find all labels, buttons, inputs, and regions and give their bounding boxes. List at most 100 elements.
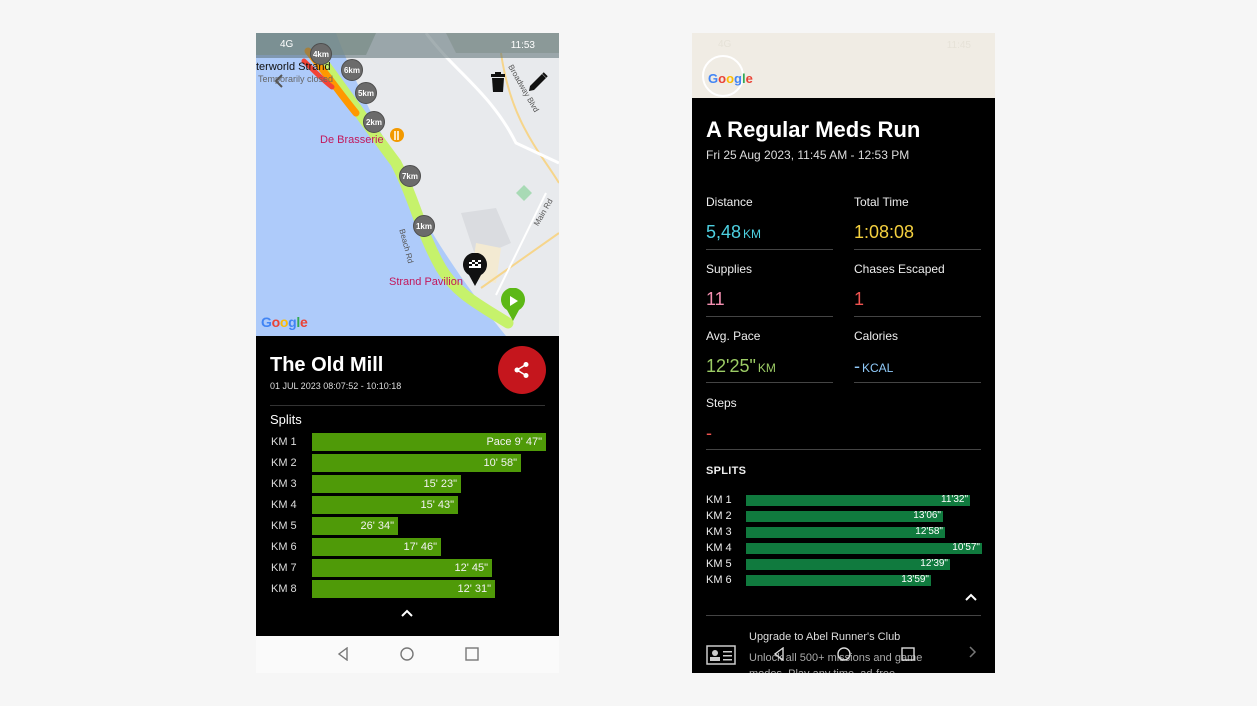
split-value: 10'57" xyxy=(952,542,980,553)
split-bar: 10' 58" xyxy=(312,454,521,472)
split-value: 10' 58" xyxy=(483,457,517,469)
stat-calories: Calories - KCAL xyxy=(854,329,981,383)
split-row: KM 5 12'39" xyxy=(706,558,982,571)
google-logo: Google xyxy=(261,314,308,330)
split-row: KM 4 10'57" xyxy=(706,542,982,555)
status-time: 11:53 xyxy=(510,40,535,51)
nav-home-icon[interactable] xyxy=(837,647,851,661)
collapse-chevron-icon[interactable] xyxy=(965,593,977,601)
km-marker[interactable]: 2km xyxy=(363,111,385,133)
split-value: 12' 31" xyxy=(457,583,491,595)
membership-card-icon xyxy=(706,645,736,665)
place-temp-closed: Temporarily closed xyxy=(258,74,334,84)
split-row: KM 2 10' 58" xyxy=(270,454,546,472)
run-date: Fri 25 Aug 2023, 11:45 AM - 12:53 PM xyxy=(706,148,910,162)
status-bar: 4G 11:45 xyxy=(692,33,995,58)
split-row: KM 4 15' 43" xyxy=(270,496,546,514)
route-map[interactable]: 4G 11:53 terworld Strand Temporarily clo… xyxy=(256,33,559,336)
split-value: 12'58" xyxy=(915,526,943,537)
place-pavilion: Strand Pavilion xyxy=(389,276,463,288)
split-label: KM 6 xyxy=(706,574,732,586)
split-label: KM 1 xyxy=(706,494,732,506)
split-value: 11'32" xyxy=(941,494,968,505)
split-label: KM 5 xyxy=(706,558,732,570)
split-bar: 12'58" xyxy=(746,526,945,538)
split-row: KM 1 11'32" xyxy=(706,494,982,507)
km-marker[interactable]: 1km xyxy=(413,215,435,237)
km-marker[interactable]: 4km xyxy=(310,43,332,65)
split-bar: 12'39" xyxy=(746,558,950,570)
place-waterworld: terworld Strand xyxy=(256,61,331,73)
split-label: KM 4 xyxy=(706,542,732,554)
nav-back-icon[interactable] xyxy=(772,647,786,661)
collapse-chevron-icon[interactable] xyxy=(401,609,413,617)
finish-flag-icon[interactable] xyxy=(461,253,489,287)
split-label: KM 2 xyxy=(271,457,297,469)
share-icon xyxy=(514,362,529,378)
split-label: KM 3 xyxy=(271,478,297,490)
split-bar: 13'59" xyxy=(746,574,931,586)
split-label: KM 3 xyxy=(706,526,732,538)
signal-text: 4G xyxy=(718,39,732,50)
split-row: KM 2 13'06" xyxy=(706,510,982,523)
stat-distance: Distance 5,48 KM xyxy=(706,195,833,250)
split-label: KM 8 xyxy=(271,583,297,595)
split-value: 15' 23" xyxy=(423,478,457,490)
nav-back-icon[interactable] xyxy=(336,647,350,661)
split-bar: 12' 31" xyxy=(312,580,495,598)
run-details-panel: The Old Mill 01 JUL 2023 08:07:52 - 10:1… xyxy=(256,336,559,636)
place-brasserie: De Brasserie xyxy=(320,134,384,146)
split-label: KM 6 xyxy=(271,541,297,553)
split-bar: 13'06" xyxy=(746,510,943,522)
split-bar: 17' 46" xyxy=(312,538,441,556)
stat-pace: Avg. Pace 12'25" KM xyxy=(706,329,833,383)
upgrade-title[interactable]: Upgrade to Abel Runner's Club xyxy=(749,631,901,643)
split-row: KM 8 12' 31" xyxy=(270,580,546,598)
split-label: KM 1 xyxy=(271,436,297,448)
system-nav-bar xyxy=(256,636,559,673)
status-bar: 4G 11:53 xyxy=(256,33,559,58)
run-title: A Regular Meds Run xyxy=(706,117,921,142)
signal-text: 4G xyxy=(280,39,294,50)
split-bar: 12' 45" xyxy=(312,559,492,577)
share-button[interactable] xyxy=(498,346,546,394)
split-bar: 26' 34" xyxy=(312,517,398,535)
split-value: 12'39" xyxy=(920,558,948,569)
phone-screen-1: 4G 11:53 terworld Strand Temporarily clo… xyxy=(256,33,559,673)
edit-pencil-icon[interactable] xyxy=(527,71,549,93)
split-label: KM 7 xyxy=(271,562,297,574)
divider xyxy=(270,405,545,406)
nav-home-icon[interactable] xyxy=(400,647,414,661)
nav-recents-icon[interactable] xyxy=(465,647,479,661)
delete-trash-icon[interactable] xyxy=(489,71,507,93)
back-arrow-icon[interactable] xyxy=(272,73,286,89)
splits-heading: Splits xyxy=(270,412,302,427)
stat-steps: Steps - xyxy=(706,396,737,443)
stat-total-time: Total Time 1:08:08 xyxy=(854,195,981,250)
divider xyxy=(706,615,981,616)
km-marker[interactable]: 6km xyxy=(341,59,363,81)
split-row: KM 1 Pace 9' 47" xyxy=(270,433,546,451)
split-label: KM 2 xyxy=(706,510,732,522)
split-value: 17' 46" xyxy=(403,541,437,553)
google-logo: Google xyxy=(702,55,753,97)
split-bar: 10'57" xyxy=(746,542,982,554)
split-value: 26' 34" xyxy=(360,520,394,532)
split-row: KM 6 13'59" xyxy=(706,574,982,587)
restaurant-pin-icon[interactable] xyxy=(389,127,405,145)
split-bar: Pace 9' 47" xyxy=(312,433,546,451)
km-marker[interactable]: 7km xyxy=(399,165,421,187)
splits-heading: SPLITS xyxy=(706,465,747,477)
km-marker[interactable]: 5km xyxy=(355,82,377,104)
split-label: KM 5 xyxy=(271,520,297,532)
split-label: KM 4 xyxy=(271,499,297,511)
nav-recents-icon[interactable] xyxy=(901,647,915,661)
stat-supplies: Supplies 11 xyxy=(706,262,833,317)
chevron-right-icon[interactable] xyxy=(969,646,977,658)
status-time: 11:45 xyxy=(946,40,971,51)
upgrade-description: Unlock all 500+ missions and game modes.… xyxy=(749,652,923,673)
divider xyxy=(706,449,981,450)
split-value: 12' 45" xyxy=(454,562,488,574)
start-play-icon[interactable] xyxy=(499,288,527,322)
split-row: KM 3 12'58" xyxy=(706,526,982,539)
